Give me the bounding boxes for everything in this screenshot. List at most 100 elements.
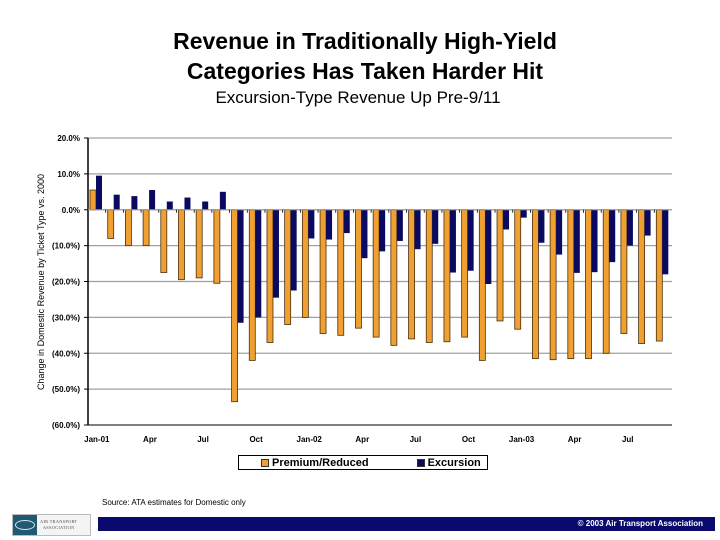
bar-excursion <box>609 209 616 263</box>
bar-premium <box>284 209 292 325</box>
bar-excursion <box>396 209 403 241</box>
bar-excursion <box>219 191 226 210</box>
bar-excursion <box>662 209 669 275</box>
bar-premium <box>567 209 575 360</box>
bar-premium <box>195 209 203 279</box>
y-tick-label: (60.0%) <box>52 421 80 430</box>
bar-premium <box>478 209 486 361</box>
x-tick-label: Jul <box>197 435 209 444</box>
bar-premium <box>638 209 646 344</box>
bar-premium <box>390 209 398 346</box>
bar-excursion <box>184 197 191 210</box>
x-tick-label: Oct <box>249 435 263 444</box>
chart-title-line-1: Revenue in Traditionally High-Yield <box>173 28 557 54</box>
bar-premium <box>355 209 362 329</box>
x-tick-label: Oct <box>462 435 476 444</box>
legend-swatch-excursion <box>416 458 425 467</box>
bar-excursion <box>202 201 209 210</box>
bar-excursion <box>449 209 456 273</box>
y-tick-label: 10.0% <box>57 170 80 179</box>
bar-premium <box>496 209 504 322</box>
bar-excursion <box>149 190 156 210</box>
chart-title-line-2: Categories Has Taken Harder Hit <box>186 58 544 84</box>
y-tick-label: 0.0% <box>62 206 80 215</box>
bar-premium <box>514 209 522 330</box>
bar-premium <box>337 209 345 336</box>
y-tick-label: (10.0%) <box>52 242 80 251</box>
bar-premium <box>620 209 628 334</box>
x-tick-label: Jan-01 <box>84 435 110 444</box>
bar-premium <box>443 209 451 343</box>
x-tick-label: Apr <box>143 435 157 444</box>
bar-excursion <box>432 209 439 244</box>
bar-premium <box>425 209 433 343</box>
ata-logo-icon <box>13 515 37 535</box>
bar-excursion <box>485 209 492 285</box>
y-tick-label: (50.0%) <box>52 385 80 394</box>
legend-item-premium: Premium/Reduced <box>261 457 369 469</box>
logo-text-line-1: AIR TRANSPORT <box>40 519 78 524</box>
bar-premium <box>142 209 150 247</box>
bar-premium <box>266 209 274 343</box>
bar-excursion <box>467 209 474 271</box>
bar-excursion <box>308 209 315 239</box>
legend-label-premium: Premium/Reduced <box>272 456 369 469</box>
bar-excursion <box>626 209 633 246</box>
bar-premium <box>549 209 557 361</box>
legend: Premium/Reduced Excursion <box>238 455 488 470</box>
bar-excursion <box>290 209 297 291</box>
y-axis-label: Change in Domestic Revenue by Ticket Typ… <box>36 174 46 390</box>
bar-premium <box>178 209 185 281</box>
bar-premium <box>602 209 610 354</box>
bar-premium <box>213 209 221 284</box>
bar-excursion <box>113 194 120 210</box>
legend-label-excursion: Excursion <box>427 456 481 469</box>
bar-excursion <box>131 196 138 210</box>
bar-excursion <box>644 209 651 236</box>
bar-excursion <box>503 209 510 230</box>
bar-excursion <box>343 209 350 234</box>
y-tick-label: (40.0%) <box>52 349 80 358</box>
bar-excursion <box>272 209 279 298</box>
bar-excursion <box>573 209 580 273</box>
x-tick-label: Apr <box>355 435 369 444</box>
ata-logo: AIR TRANSPORT ASSOCIATION <box>12 514 91 536</box>
bar-excursion <box>361 209 368 259</box>
bar-premium <box>107 209 115 239</box>
bar-excursion <box>237 209 244 323</box>
logo-text-line-2: ASSOCIATION <box>42 525 75 530</box>
x-tick-label: Apr <box>568 435 582 444</box>
bar-premium <box>160 209 168 273</box>
legend-swatch-premium <box>261 458 269 467</box>
bar-excursion <box>379 209 386 252</box>
bar-excursion <box>255 209 262 318</box>
bar-premium <box>655 209 663 342</box>
bar-excursion <box>166 201 173 210</box>
bar-premium <box>89 189 97 211</box>
source-note: Source: ATA estimates for Domestic only <box>102 498 246 507</box>
bar-premium <box>372 209 380 338</box>
axes <box>87 138 672 426</box>
bar-excursion <box>326 209 333 240</box>
bar-excursion <box>414 209 421 250</box>
bar-premium <box>461 209 469 338</box>
bar-premium <box>248 209 256 361</box>
y-tick-label: 20.0% <box>57 134 80 143</box>
x-tick-label: Jul <box>622 435 634 444</box>
bar-premium <box>124 209 132 247</box>
x-tick-label: Jan-03 <box>509 435 535 444</box>
y-tick-label: (20.0%) <box>52 278 80 287</box>
bar-premium <box>319 209 327 334</box>
x-tick-labels: Jan-01 Apr Jul Oct Jan-02 Apr Jul Oct Jan-03 Apr J… <box>84 435 633 444</box>
bar-premium <box>408 209 415 340</box>
x-tick-label: Jul <box>410 435 422 444</box>
bar-excursion <box>591 209 598 273</box>
bar-premium <box>231 209 238 403</box>
y-tick-label: (30.0%) <box>52 313 80 322</box>
copyright: © 2003 Air Transport Association <box>577 519 703 528</box>
chart-subtitle: Excursion-Type Revenue Up Pre-9/11 <box>215 88 501 107</box>
bar-premium <box>585 209 592 360</box>
legend-item-excursion: Excursion <box>416 456 481 469</box>
x-tick-label: Jan-02 <box>297 435 323 444</box>
